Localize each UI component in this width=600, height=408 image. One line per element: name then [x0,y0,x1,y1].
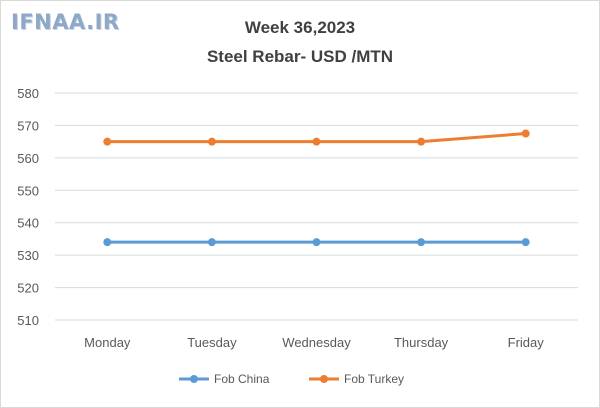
data-point-fob-china-friday [521,238,530,247]
y-tick-label-510: 510 [17,313,39,328]
legend-swatch-fob-china [179,375,209,383]
y-tick-label-520: 520 [17,281,39,296]
chart-legend: Fob China Fob Turkey [0,369,600,389]
x-tick-label-thursday: Thursday [394,335,449,350]
y-tick-label-530: 530 [17,248,39,263]
x-tick-label-wednesday: Wednesday [282,335,351,350]
y-tick-label-540: 540 [17,216,39,231]
y-tick-label-560: 560 [17,151,39,166]
data-point-fob-turkey-wednesday [312,137,321,146]
data-point-fob-turkey-tuesday [207,137,216,146]
chart-subtitle: Steel Rebar- USD /MTN [206,47,394,66]
y-tick-label-550: 550 [17,183,39,198]
data-point-fob-china-monday [103,238,112,247]
x-tick-label-monday: Monday [84,335,131,350]
data-point-fob-turkey-friday [521,129,530,138]
y-tick-label-570: 570 [17,118,39,133]
legend-label-fob-china: Fob China [214,372,270,386]
data-point-fob-china-wednesday [312,238,321,247]
data-point-fob-turkey-thursday [417,137,426,146]
site-logo: IFNAA.IR [11,10,120,34]
data-point-fob-china-thursday [417,238,426,247]
y-tick-label-580: 580 [17,86,39,101]
data-point-fob-china-tuesday [207,238,216,247]
x-tick-label-tuesday: Tuesday [187,335,237,350]
legend-swatch-fob-turkey [309,375,339,383]
legend-label-fob-turkey: Fob Turkey [344,372,405,386]
legend-item-fob-turkey: Fob Turkey [308,369,404,389]
legend-item-fob-china: Fob China [178,369,269,389]
x-tick-label-friday: Friday [508,335,545,350]
data-point-fob-turkey-monday [103,137,112,146]
chart-title: Week 36,2023 [244,18,356,37]
